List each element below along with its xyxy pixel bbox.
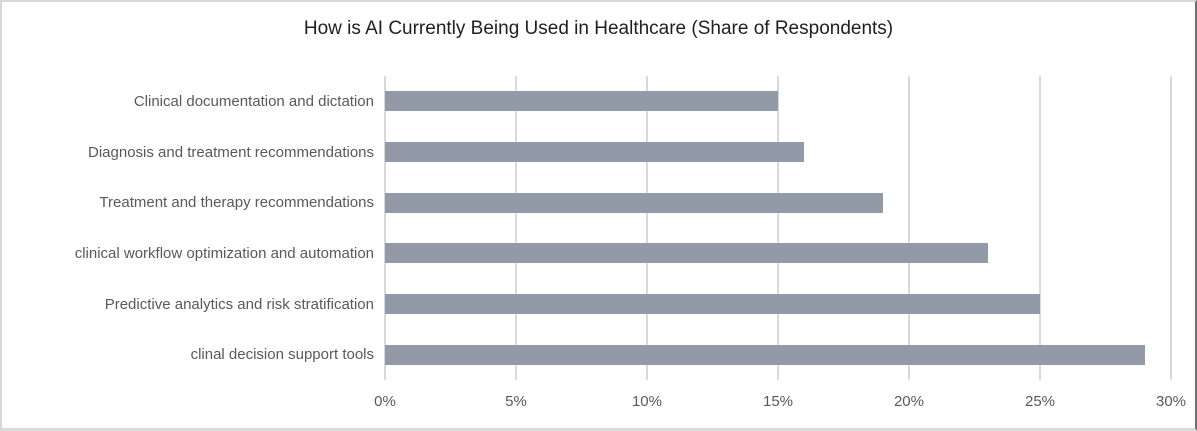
- bar: [385, 142, 805, 162]
- x-tick-label: 25%: [1024, 393, 1056, 410]
- bar-track: [385, 142, 1171, 162]
- gridline: [907, 76, 910, 380]
- chart-title: How is AI Currently Being Used in Health…: [303, 18, 894, 39]
- category-label: clinal decision support tools: [190, 346, 374, 364]
- x-tick-label: 20%: [893, 393, 924, 410]
- bar-row: Diagnosis and treatment recommendations: [2, 127, 1171, 178]
- x-tick-label: 10%: [631, 393, 662, 410]
- x-tick-label: 5%: [505, 393, 527, 410]
- gridline: [1170, 76, 1172, 380]
- bar-track: [385, 243, 1171, 264]
- bar-rows: Clinical documentation and dictation Diag…: [2, 76, 1171, 380]
- bar-track: [385, 91, 1171, 112]
- bar: [385, 294, 1040, 315]
- plot-area: [384, 76, 1172, 380]
- bar-track: [385, 192, 1171, 213]
- bar-track: [385, 344, 1171, 365]
- x-axis: 0% 5% 10% 15% 20% 25% 30%: [374, 393, 1186, 415]
- bar-row: clinical workflow optimization and autom…: [2, 228, 1171, 279]
- category-label: Diagnosis and treatment recommendations: [88, 143, 374, 161]
- gridline: [645, 76, 648, 380]
- x-tick-label: 0%: [374, 393, 396, 410]
- category-label: Clinical documentation and dictation: [133, 92, 374, 110]
- category-label: Predictive analytics and risk stratifica…: [104, 295, 374, 313]
- x-tick-label: 15%: [762, 393, 794, 410]
- gridline: [1039, 76, 1041, 380]
- gridline: [514, 76, 517, 380]
- gridline: [384, 76, 386, 380]
- gridline: [777, 76, 779, 380]
- bar-track: [385, 294, 1171, 315]
- category-label: clinical workflow optimization and autom…: [74, 244, 374, 262]
- bar: [385, 344, 1145, 365]
- category-label: Treatment and therapy recommendations: [99, 194, 374, 212]
- bar: [385, 192, 883, 213]
- bar: [385, 91, 778, 112]
- bar-row: Clinical documentation and dictation: [2, 76, 1171, 127]
- bar-row: Predictive analytics and risk stratifica…: [2, 279, 1171, 330]
- bar: [385, 243, 988, 264]
- bar-row: clinal decision support tools: [2, 329, 1171, 380]
- bar-row: Treatment and therapy recommendations: [2, 177, 1171, 228]
- x-tick-label: 30%: [1155, 393, 1187, 410]
